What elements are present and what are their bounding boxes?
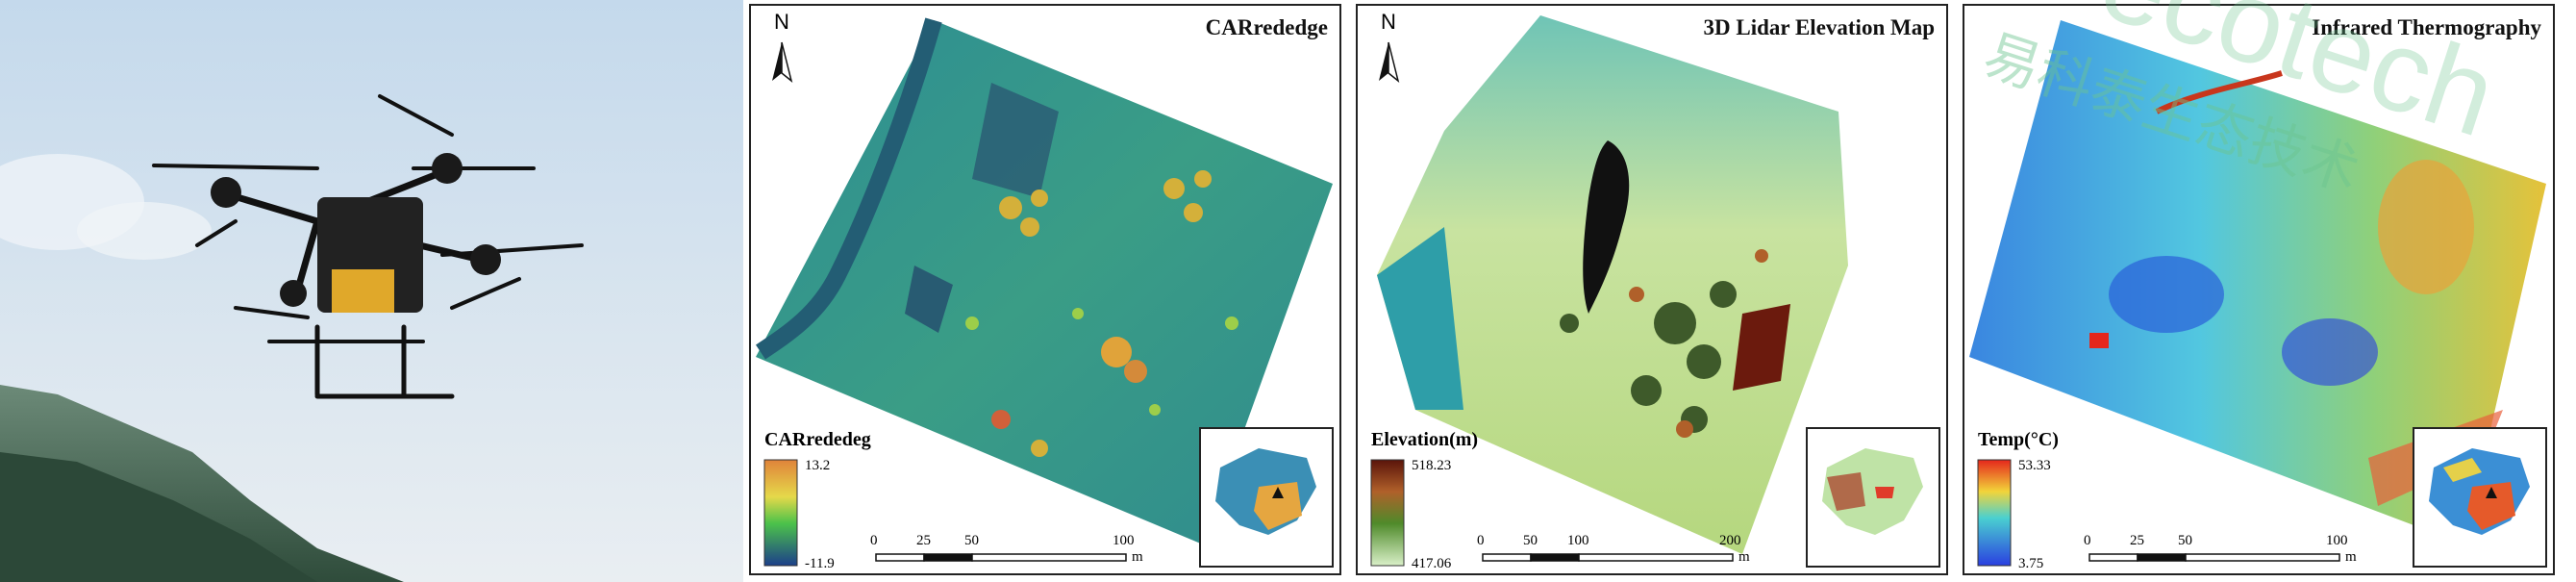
map-panel-lidar-elevation: N 3D Lidar Elevation Map Elevation(m) 51… <box>1356 4 1948 575</box>
carrededge-legend-title: CARrededeg <box>764 429 871 450</box>
map-panel-infrared-thermography: Infrared Thermography Temp(°C) 53.33 3.7… <box>1963 4 2555 575</box>
lidar-elevation-map-image <box>1370 15 1848 567</box>
thermography-scale-unit: m <box>2345 549 2357 565</box>
thermography-inset-map <box>2413 427 2547 568</box>
lidar-legend-title: Elevation(m) <box>1371 429 1479 450</box>
carrededge-colorbar <box>763 459 798 567</box>
thermography-scale-tick-0: 0 <box>2084 533 2091 548</box>
carrededge-scale-bar <box>875 553 1127 562</box>
map-panel-carrededge: N CARrededge CARrededeg 13.2 -11.9 0 25 … <box>749 4 1341 575</box>
lidar-legend-max: 518.23 <box>1412 458 1452 473</box>
lidar-north-arrow <box>1379 41 1400 83</box>
carrededge-inset-map <box>1199 427 1334 568</box>
thermography-scale-tick-1: 25 <box>2130 533 2144 548</box>
thermography-scale-bar <box>2088 553 2340 562</box>
lidar-scale-tick-2: 100 <box>1567 533 1589 548</box>
carrededge-scale-tick-3: 100 <box>1113 533 1135 548</box>
carrededge-scale-tick-1: 25 <box>916 533 931 548</box>
thermography-legend-max: 53.33 <box>2018 458 2051 473</box>
carrededge-scale-tick-0: 0 <box>870 533 878 548</box>
carrededge-north-label: N <box>774 10 789 34</box>
lidar-scale-tick-0: 0 <box>1477 533 1485 548</box>
drone-photo <box>0 0 743 582</box>
lidar-scale-tick-3: 200 <box>1719 533 1741 548</box>
carrededge-scale-tick-2: 50 <box>964 533 979 548</box>
lidar-scale-bar <box>1482 553 1734 562</box>
lidar-inset-map <box>1806 427 1940 568</box>
lidar-north-label: N <box>1381 10 1396 34</box>
carrededge-title: CARrededge <box>1205 15 1328 39</box>
carrededge-map-image <box>756 17 1333 567</box>
thermography-title: Infrared Thermography <box>2312 15 2541 39</box>
carrededge-legend-min: -11.9 <box>805 556 835 571</box>
lidar-legend-min: 417.06 <box>1412 556 1452 571</box>
lidar-colorbar <box>1370 459 1405 567</box>
thermography-legend-title: Temp(°C) <box>1978 429 2059 450</box>
thermography-colorbar <box>1977 459 2012 567</box>
carrededge-scale-unit: m <box>1132 549 1143 565</box>
carrededge-north-arrow <box>772 41 793 83</box>
thermography-legend-min: 3.75 <box>2018 556 2044 571</box>
carrededge-legend-max: 13.2 <box>805 458 831 473</box>
thermography-scale-tick-2: 50 <box>2178 533 2192 548</box>
drone-photo-image <box>0 0 743 582</box>
lidar-scale-tick-1: 50 <box>1523 533 1538 548</box>
lidar-scale-unit: m <box>1738 549 1750 565</box>
lidar-title: 3D Lidar Elevation Map <box>1703 15 1935 39</box>
thermography-scale-tick-3: 100 <box>2326 533 2348 548</box>
